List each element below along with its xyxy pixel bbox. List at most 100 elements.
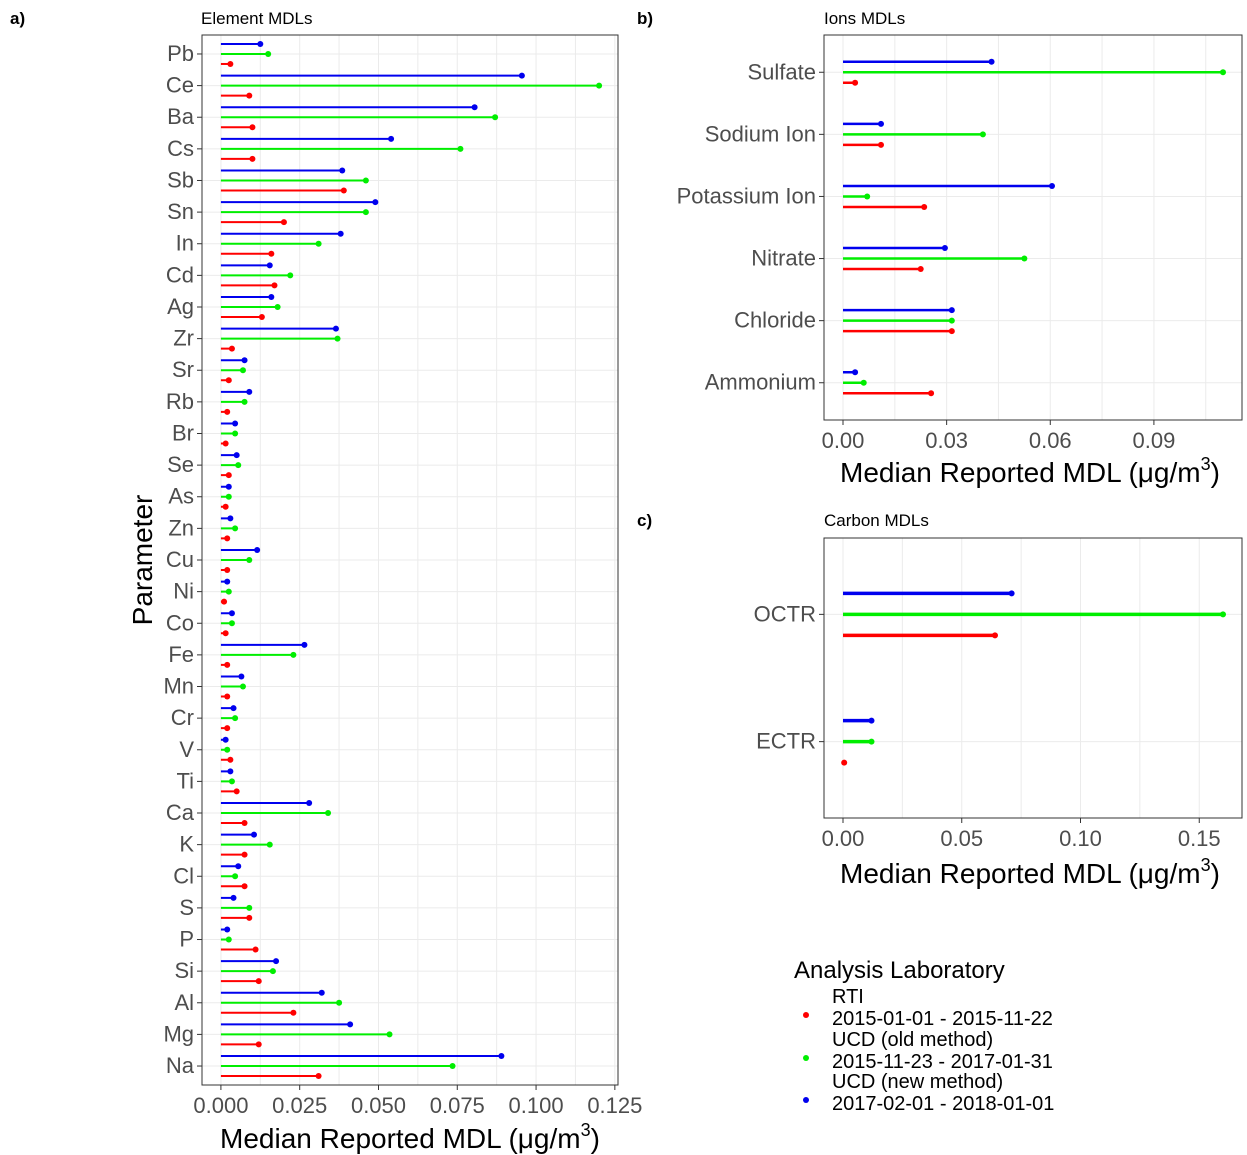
panel-a-point-ucd-old-method: [246, 557, 253, 563]
panel-a-point-ucd-new-method: [268, 293, 275, 300]
panel-a-y-tick-label: P: [179, 927, 194, 952]
panel-c-letter: c): [637, 511, 652, 530]
panel-a-letter: a): [10, 9, 25, 28]
panel-a-y-tick-label: Sr: [172, 357, 194, 382]
panel-a-y-tick-label: As: [168, 484, 194, 509]
panel-a-x-tick-label: 0.025: [272, 1093, 327, 1118]
panel-a-point-ucd-new-method: [498, 1053, 505, 1060]
panel-a-title: Element MDLs: [201, 9, 312, 28]
panel-a-point-ucd-old-method: [334, 335, 341, 342]
panel-a-y-tick-label: Ca: [166, 800, 195, 825]
panel-a-point-rti: [224, 725, 231, 732]
panel-c-x-tick-label: 0.00: [822, 826, 865, 851]
panel-a-y-tick-label: Se: [167, 452, 194, 477]
panel-element-mdls: a) Element MDLs Pb Ce Ba Cs Sb Sn In Cd Ag Zr Sr Rb…: [10, 9, 642, 1154]
panel-a-point-ucd-old-method: [241, 398, 248, 405]
panel-b-point-rti: [928, 390, 935, 397]
panel-b-point-ucd-new-method: [988, 58, 995, 65]
panel-b-letter: b): [637, 9, 653, 28]
panel-a-point-ucd-new-method: [227, 768, 234, 775]
panel-a-point-rti: [225, 377, 232, 384]
panel-a-point-ucd-new-method: [233, 452, 240, 459]
panel-b-marks: [843, 58, 1226, 397]
panel-a-point-rti: [246, 92, 253, 99]
panel-a-y-tick-label: Na: [166, 1053, 195, 1078]
panel-a-y-tick-label: Ti: [176, 768, 194, 793]
panel-a-point-rti: [228, 345, 235, 352]
panel-a-point-rti: [290, 1009, 297, 1016]
panel-b-point-rti: [878, 141, 884, 148]
panel-a-point-ucd-new-method: [230, 705, 237, 712]
panel-a-point-ucd-new-method: [228, 610, 235, 617]
panel-a-point-ucd-new-method: [301, 641, 308, 648]
panel-a-point-ucd-new-method: [241, 357, 248, 364]
panel-a-point-ucd-old-method: [224, 746, 231, 753]
panel-b-title: Ions MDLs: [824, 9, 905, 28]
panel-a-y-tick-label: Ba: [167, 104, 195, 129]
panel-a-point-ucd-new-method: [266, 262, 273, 269]
panel-a-y-tick-label: Ce: [166, 73, 194, 98]
legend-label-name: RTI: [832, 986, 864, 1008]
panel-a-point-ucd-old-method: [386, 1031, 393, 1038]
panel-a-x-tick-label: 0.050: [351, 1093, 406, 1118]
panel-a-marks: [220, 40, 603, 1080]
panel-a-y-axis-title: Parameter: [127, 495, 158, 626]
panel-a-y-tick-label: Cs: [167, 136, 194, 161]
panel-c-point-rti: [841, 759, 848, 766]
panel-c-point-ucd-new-method: [868, 717, 875, 724]
panel-a-point-ucd-old-method: [232, 430, 239, 437]
panel-a-y-tick-label: Br: [172, 420, 194, 445]
panel-a-y-tick-label: Cu: [166, 547, 194, 572]
panel-a-point-rti: [241, 851, 248, 858]
panel-a-y-ticks: Pb Ce Ba Cs Sb Sn In Cd Ag Zr Sr Rb Br Se As Zn Cu Ni Co Fe…: [163, 41, 202, 1078]
panel-a-y-tick-label: K: [179, 832, 194, 857]
panel-a-x-tick-label: 0.000: [193, 1093, 248, 1118]
panel-a-y-tick-label: Ag: [167, 294, 194, 319]
panel-b-point-ucd-new-method: [878, 120, 884, 127]
panel-a-y-tick-label: Cr: [171, 705, 194, 730]
panel-b-point-ucd-new-method: [948, 307, 955, 314]
panel-c-marks: [841, 590, 1226, 766]
panel-a-point-ucd-old-method: [239, 683, 246, 690]
panel-a-grid: [202, 35, 618, 1085]
panel-b-point-ucd-new-method: [941, 245, 948, 252]
panel-a-point-ucd-new-method: [232, 420, 239, 427]
panel-a-point-ucd-new-method: [246, 388, 253, 395]
panel-a-point-ucd-old-method: [596, 82, 603, 89]
panel-a-point-ucd-new-method: [337, 230, 344, 237]
panel-a-point-rti: [221, 598, 228, 605]
panel-a-point-ucd-new-method: [254, 547, 261, 553]
panel-a-y-tick-label: Sb: [167, 167, 194, 192]
panel-a-point-ucd-new-method: [238, 673, 245, 680]
panel-a-point-ucd-new-method: [306, 800, 313, 807]
legend-label-name: UCD (old method): [832, 1029, 993, 1051]
panel-a-point-ucd-old-method: [235, 462, 242, 469]
panel-a-point-rti: [249, 124, 256, 131]
panel-a-point-ucd-new-method: [230, 894, 237, 901]
panel-a-point-rti: [249, 155, 256, 162]
panel-a-point-ucd-old-method: [228, 620, 235, 627]
panel-a-point-ucd-old-method: [362, 177, 369, 184]
panel-a-x-ticks: 0.000 0.025 0.050 0.075 0.100 0.125: [193, 1085, 642, 1118]
panel-b-y-tick-label: Chloride: [734, 308, 816, 333]
panel-a-point-ucd-new-method: [347, 1021, 354, 1028]
panel-a-point-ucd-old-method: [266, 841, 273, 848]
panel-b-point-rti: [852, 79, 859, 86]
panel-a-y-tick-label: Sn: [167, 199, 194, 224]
panel-c-y-tick-label: OCTR: [754, 601, 816, 626]
panel-c-y-ticks: OCTR ECTR: [754, 601, 824, 754]
panel-b-point-ucd-old-method: [1220, 69, 1226, 76]
panel-a-point-ucd-new-method: [471, 104, 478, 111]
panel-a-y-tick-label: Cd: [166, 262, 194, 287]
panel-a-y-tick-label: Ni: [173, 579, 194, 604]
panel-c-title: Carbon MDLs: [824, 511, 929, 530]
panel-c-point-rti: [992, 632, 998, 639]
panel-a-point-ucd-old-method: [225, 493, 232, 500]
panel-b-point-ucd-old-method: [860, 379, 867, 386]
panel-a-point-ucd-new-method: [339, 167, 346, 174]
panel-a-y-tick-label: Zr: [173, 326, 194, 351]
panel-b-y-tick-label: Potassium Ion: [677, 183, 816, 208]
panel-c-grid: [824, 538, 1242, 818]
